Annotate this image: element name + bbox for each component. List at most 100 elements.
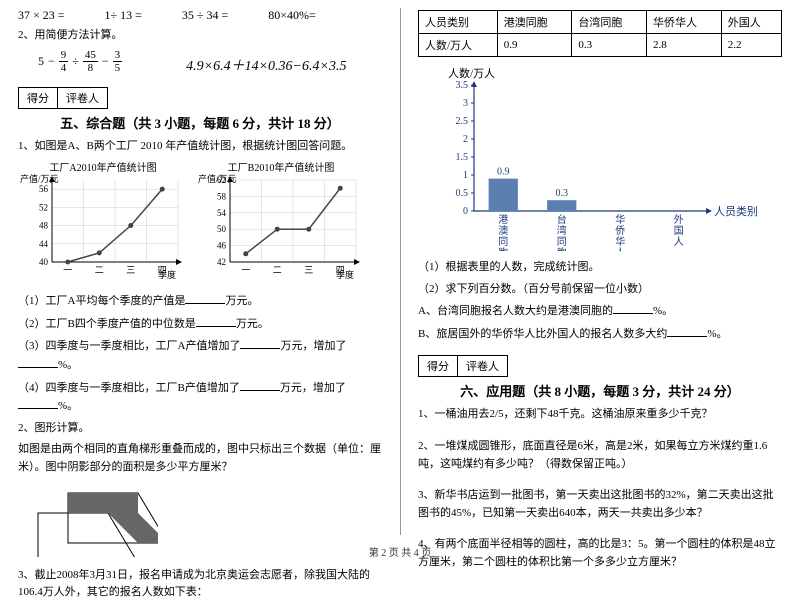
q2-label: 2、用简便方法计算。 — [18, 27, 382, 45]
svg-text:华: 华 — [615, 213, 625, 226]
svg-text:56: 56 — [39, 184, 49, 194]
svg-text:二: 二 — [273, 265, 282, 275]
volunteer-table: 人员类别 港澳同胞 台湾同胞 华侨华人 外国人 人数/万人 0.9 0.3 2.… — [418, 10, 782, 57]
fraction-expression: 5 − 94 ÷ 458 − 35 4.9×6.4＋14×0.36−6.4×3.… — [38, 49, 382, 75]
score-box-6: 得分 评卷人 — [418, 355, 782, 377]
v1: 0.3 — [572, 34, 647, 57]
svg-text:人: 人 — [674, 236, 684, 248]
rA: A、台湾同胞报名人数大约是港澳同胞的%。 — [418, 302, 782, 321]
svg-text:华: 华 — [615, 235, 625, 248]
score-label: 得分 — [18, 87, 58, 109]
r1: （1）根据表里的人数，完成统计图。 — [418, 259, 782, 277]
row-label: 人数/万人 — [419, 34, 498, 57]
svg-text:一: 一 — [63, 265, 72, 275]
v0: 0.9 — [497, 34, 572, 57]
v2: 2.8 — [647, 34, 722, 57]
svg-text:胞: 胞 — [498, 247, 508, 251]
svg-text:2.5: 2.5 — [456, 116, 469, 127]
sub3: （3）四季度与一季度相比，工厂A产值增加了万元，增加了%。 — [18, 337, 382, 374]
score-box-5: 得分 评卷人 — [18, 87, 382, 109]
svg-text:湾: 湾 — [557, 224, 567, 237]
minus2: − — [102, 54, 109, 69]
left-column: 37 × 23 = 1÷ 13 = 35 ÷ 34 = 80×40%= 2、用简… — [0, 0, 400, 565]
svg-text:一: 一 — [241, 265, 250, 275]
q5-1: 1、如图是A、B两个工厂 2010 年产值统计图，根据统计图回答问题。 — [18, 138, 382, 156]
svg-text:国: 国 — [674, 225, 684, 237]
grader-label: 评卷人 — [58, 87, 108, 109]
svg-text:四: 四 — [336, 265, 345, 275]
table-data-row: 人数/万人 0.9 0.3 2.8 2.2 — [419, 34, 782, 57]
svg-text:港: 港 — [498, 214, 508, 226]
svg-text:产值/万元: 产值/万元 — [198, 174, 237, 184]
svg-text:外: 外 — [674, 214, 684, 226]
th4: 外国人 — [721, 11, 781, 34]
svg-text:人: 人 — [615, 247, 625, 251]
page-footer: 第 2 页 共 4 页 — [0, 544, 800, 559]
svg-text:三: 三 — [304, 265, 313, 275]
chart-b: 工厂B2010年产值统计图 424650545862产值/万元季度一二三四 — [196, 159, 366, 288]
chart-b-title: 工厂B2010年产值统计图 — [196, 159, 366, 174]
frac1: 94 — [59, 49, 69, 74]
svg-text:1.5: 1.5 — [456, 152, 469, 163]
sub4: （4）四季度与一季度相比，工厂B产值增加了万元，增加了%。 — [18, 379, 382, 416]
bar-chart-svg: 00.511.522.533.5人员类别0.9港澳同胞0.3台湾同胞华侨华人外国… — [438, 81, 758, 251]
svg-text:1: 1 — [463, 170, 468, 181]
chart-a-svg: 4044485256产值/万元季度一二三四 — [18, 174, 188, 284]
svg-text:44: 44 — [39, 239, 49, 249]
minus1: − — [48, 54, 55, 69]
chart-a: 工厂A2010年产值统计图 4044485256产值/万元季度一二三四 — [18, 159, 188, 288]
svg-text:52: 52 — [39, 203, 48, 213]
right-column: 人员类别 港澳同胞 台湾同胞 华侨华人 外国人 人数/万人 0.9 0.3 2.… — [400, 0, 800, 565]
app-q3: 3、新华书店运到一批图书，第一天卖出这批图书的32%，第二天卖出这批图书的45%… — [418, 487, 782, 522]
svg-text:0.9: 0.9 — [497, 167, 510, 178]
svg-text:四: 四 — [158, 265, 167, 275]
svg-text:同: 同 — [557, 236, 567, 248]
page: 37 × 23 = 1÷ 13 = 35 ÷ 34 = 80×40%= 2、用简… — [0, 0, 800, 565]
chart-a-title: 工厂A2010年产值统计图 — [18, 159, 188, 174]
th2: 台湾同胞 — [572, 11, 647, 34]
frac3: 35 — [113, 49, 123, 74]
svg-text:人员类别: 人员类别 — [714, 204, 758, 218]
bar-ylabel: 人数/万人 — [448, 65, 782, 81]
chart-b-svg: 424650545862产值/万元季度一二三四 — [196, 174, 366, 284]
svg-text:3.5: 3.5 — [456, 81, 469, 91]
section6-title: 六、应用题（共 8 小题，每题 3 分，共计 24 分） — [418, 381, 782, 400]
arith-c: 35 ÷ 34 = — [182, 8, 228, 23]
r2: （2）求下列百分数。（百分号前保留一位小数） — [418, 281, 782, 299]
svg-text:0.5: 0.5 — [456, 188, 469, 199]
grader-label-6: 评卷人 — [458, 355, 508, 377]
svg-text:胞: 胞 — [557, 247, 567, 251]
svg-text:0.3: 0.3 — [556, 188, 569, 199]
th0: 人员类别 — [419, 11, 498, 34]
q5-3: 3、截止2008年3月31日，报名申请成为北京奥运会志愿者，除我国大陆的106.… — [18, 567, 382, 602]
arith-row: 37 × 23 = 1÷ 13 = 35 ÷ 34 = 80×40%= — [18, 8, 382, 23]
svg-text:二: 二 — [95, 265, 104, 275]
svg-text:54: 54 — [217, 208, 227, 218]
table-header-row: 人员类别 港澳同胞 台湾同胞 华侨华人 外国人 — [419, 11, 782, 34]
th1: 港澳同胞 — [497, 11, 572, 34]
svg-text:58: 58 — [217, 192, 227, 202]
formula: 4.9×6.4＋14×0.36−6.4×3.5 — [186, 55, 346, 75]
arith-d: 80×40%= — [268, 8, 316, 23]
sub1: （1）工厂A平均每个季度的产值是万元。 — [18, 292, 382, 311]
app-q1: 1、一桶油用去2/5，还剩下48千克。这桶油原来重多少千克？ — [418, 406, 782, 424]
sub2: （2）工厂B四个季度产值的中位数是万元。 — [18, 315, 382, 334]
rB: B、旅居国外的华侨华人比外国人的报名人数多大约%。 — [418, 325, 782, 344]
q5-2-text: 如图是由两个相同的直角梯形重叠而成的，图中只标出三个数据（单位：厘米）。图中阴影… — [18, 441, 382, 476]
section5-title: 五、综合题（共 3 小题，每题 6 分，共计 18 分） — [18, 113, 382, 132]
bar-chart: 人数/万人 00.511.522.533.5人员类别0.9港澳同胞0.3台湾同胞… — [438, 65, 782, 255]
app-q2: 2、一堆煤成圆锥形，底面直径是6米，高是2米，如果每立方米煤约重1.6吨，这吨煤… — [418, 438, 782, 473]
q5-2-label: 2、图形计算。 — [18, 420, 382, 438]
svg-text:3: 3 — [463, 98, 468, 109]
svg-text:同: 同 — [498, 236, 508, 248]
th3: 华侨华人 — [647, 11, 722, 34]
svg-text:0: 0 — [463, 206, 468, 217]
div: ÷ — [72, 54, 79, 69]
svg-text:42: 42 — [217, 257, 226, 267]
arith-a: 37 × 23 = — [18, 8, 65, 23]
svg-text:2: 2 — [463, 134, 468, 145]
frac2: 458 — [83, 49, 98, 74]
svg-text:产值/万元: 产值/万元 — [20, 174, 59, 184]
v3: 2.2 — [721, 34, 781, 57]
svg-text:侨: 侨 — [615, 225, 625, 237]
